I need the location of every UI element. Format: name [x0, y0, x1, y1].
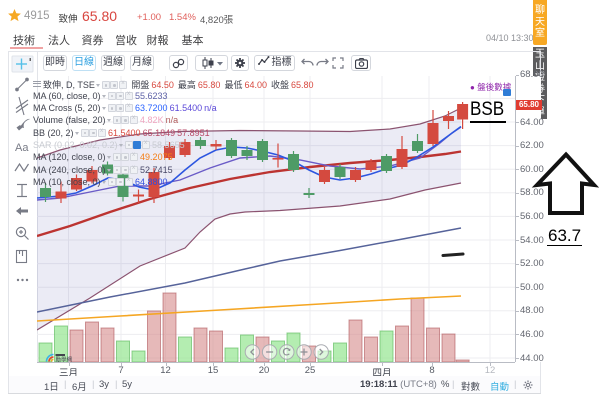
- svg-text:Aa: Aa: [15, 142, 29, 154]
- svg-text:勵學網: 勵學網: [56, 356, 73, 363]
